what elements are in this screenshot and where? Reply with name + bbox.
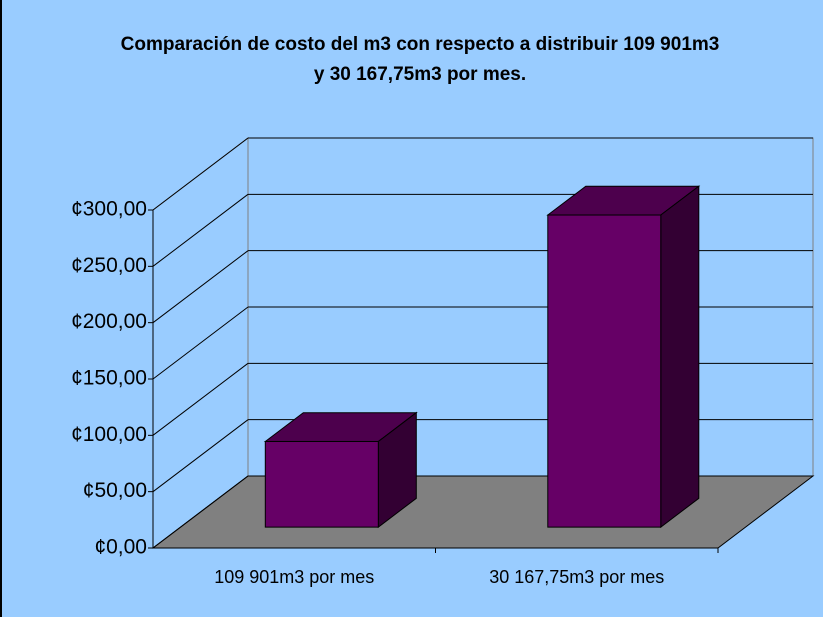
bar (547, 214, 662, 528)
grid-line (152, 306, 249, 380)
floor (151, 475, 815, 549)
y-tick-label: ¢250,00 (71, 254, 147, 277)
grid-line (152, 362, 249, 436)
y-tick-label: ¢100,00 (71, 423, 147, 446)
y-tick-label: ¢150,00 (71, 367, 147, 390)
y-tick-label: ¢200,00 (71, 310, 147, 333)
bar-side (660, 185, 700, 529)
x-tick-label: 30 167,75m3 por mes (489, 567, 664, 587)
bar (264, 440, 379, 528)
grid-line (152, 250, 249, 324)
grid-line (152, 137, 249, 211)
chart-title: Comparación de costo del m3 con respecto… (120, 34, 720, 85)
y-tick-label: ¢0,00 (94, 536, 147, 559)
y-tick-label: ¢300,00 (71, 198, 147, 221)
grid-line (152, 193, 249, 267)
y-tick-label: ¢50,00 (83, 479, 147, 502)
grid-line (152, 475, 249, 549)
grid-line (152, 419, 249, 493)
x-tick-label: 109 901m3 por mes (214, 567, 374, 587)
